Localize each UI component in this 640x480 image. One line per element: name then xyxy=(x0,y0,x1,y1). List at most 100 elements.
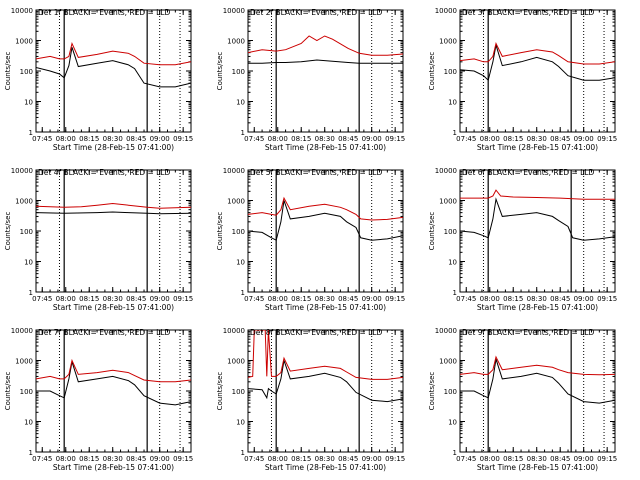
x-tick-label: 08:15 xyxy=(79,455,99,463)
panel-title: Det 3f BLACK = Events, RED = LLD xyxy=(462,8,595,17)
series-line-events xyxy=(36,211,191,215)
series-group xyxy=(36,202,191,215)
y-tick-label: 1 xyxy=(29,129,33,137)
y-tick-label: 1 xyxy=(453,289,457,297)
y-axis-label: Counts/sec xyxy=(4,212,12,251)
series-line-lld xyxy=(248,330,403,380)
panel-det-2: 1 10 100 1000 10000 07:45 08:00 08:15 08:30 08:45… xyxy=(216,7,405,152)
x-tick-label: 08:45 xyxy=(550,455,570,463)
panel-title: Det 6f BLACK = Events, RED = LLD xyxy=(462,168,595,177)
x-tick-label: 08:15 xyxy=(503,135,523,143)
y-tick-label: 100 xyxy=(232,228,245,236)
y-tick-label: 10000 xyxy=(223,327,245,335)
series-line-lld xyxy=(36,41,191,66)
y-tick-label: 1000 xyxy=(15,198,33,206)
x-tick-label: 09:15 xyxy=(385,135,405,143)
y-tick-label: 1 xyxy=(241,289,245,297)
y-axis-label: Counts/sec xyxy=(428,52,436,91)
x-tick-label: 07:45 xyxy=(244,295,264,303)
x-axis-label: Start Time (28-Feb-15 07:41:00) xyxy=(53,463,174,472)
x-tick-label: 09:00 xyxy=(362,135,382,143)
x-tick-label: 09:15 xyxy=(597,295,617,303)
series-line-events xyxy=(248,59,403,64)
panel-title: Det 5f BLACK = Events, RED = LLD xyxy=(250,168,383,177)
x-tick-label: 09:15 xyxy=(173,135,193,143)
x-tick-label: 09:15 xyxy=(173,455,193,463)
x-tick-label: 09:00 xyxy=(362,455,382,463)
y-tick-label: 10 xyxy=(236,419,245,427)
x-tick-label: 08:15 xyxy=(291,135,311,143)
x-tick-label: 08:30 xyxy=(315,295,335,303)
y-tick-label: 10000 xyxy=(435,167,457,175)
y-tick-label: 10000 xyxy=(223,167,245,175)
x-tick-label: 08:30 xyxy=(527,135,547,143)
y-tick-label: 10 xyxy=(448,99,457,107)
y-tick-label: 10000 xyxy=(11,167,33,175)
x-tick-label: 09:00 xyxy=(150,295,170,303)
y-tick-label: 100 xyxy=(20,68,33,76)
series-line-lld xyxy=(248,35,403,56)
y-tick-label: 100 xyxy=(444,228,457,236)
x-tick-label: 08:00 xyxy=(480,455,500,463)
panel-det-4: 1 10 100 1000 10000 07:45 08:00 08:15 08:30 08:45… xyxy=(4,167,193,312)
y-tick-label: 1000 xyxy=(227,38,245,46)
x-tick-label: 09:00 xyxy=(574,455,594,463)
x-tick-label: 08:15 xyxy=(79,295,99,303)
x-tick-label: 07:45 xyxy=(244,455,264,463)
x-tick-label: 08:45 xyxy=(338,135,358,143)
x-tick-label: 09:00 xyxy=(574,135,594,143)
y-tick-label: 1 xyxy=(241,129,245,137)
x-tick-label: 08:15 xyxy=(503,295,523,303)
y-tick-label: 1000 xyxy=(15,358,33,366)
series-line-lld xyxy=(460,355,615,376)
y-tick-label: 100 xyxy=(20,228,33,236)
y-tick-label: 10000 xyxy=(223,7,245,15)
x-tick-label: 08:30 xyxy=(527,295,547,303)
series-line-events xyxy=(460,197,615,241)
series-line-events xyxy=(460,45,615,82)
series-line-lld xyxy=(36,202,191,209)
x-tick-label: 08:30 xyxy=(315,455,335,463)
series-line-lld xyxy=(460,42,615,65)
x-tick-label: 08:15 xyxy=(79,135,99,143)
series-group xyxy=(248,196,403,241)
x-tick-label: 08:45 xyxy=(126,295,146,303)
y-tick-label: 10 xyxy=(236,99,245,107)
panel-title: Det 1f BLACK = Events, RED = LLD xyxy=(38,8,171,17)
y-tick-label: 1 xyxy=(29,289,33,297)
series-group xyxy=(460,42,615,82)
x-tick-label: 07:45 xyxy=(32,135,52,143)
y-tick-label: 10 xyxy=(448,259,457,267)
x-tick-label: 08:15 xyxy=(291,295,311,303)
x-tick-label: 08:00 xyxy=(56,455,76,463)
series-group xyxy=(248,35,403,64)
y-axis-label: Counts/sec xyxy=(216,212,224,251)
series-group xyxy=(460,189,615,241)
series-group xyxy=(36,358,191,406)
series-line-events xyxy=(36,47,191,88)
panel-det-1: 1 10 100 1000 10000 07:45 08:00 08:15 08:30 08:45… xyxy=(4,7,193,152)
x-tick-label: 07:45 xyxy=(456,135,476,143)
x-axis-label: Start Time (28-Feb-15 07:41:00) xyxy=(265,143,386,152)
y-axis-label: Counts/sec xyxy=(216,52,224,91)
x-tick-label: 08:15 xyxy=(503,455,523,463)
y-tick-label: 10 xyxy=(448,419,457,427)
panel-det-7: 1 10 100 1000 10000 07:45 08:00 08:15 08:30 08:45… xyxy=(4,327,193,472)
series-line-events xyxy=(248,360,403,403)
x-tick-label: 08:45 xyxy=(338,295,358,303)
y-axis-label: Counts/sec xyxy=(428,212,436,251)
x-tick-label: 09:15 xyxy=(385,455,405,463)
x-tick-label: 08:45 xyxy=(550,295,570,303)
panel-title: Det 4f BLACK = Events, RED = LLD xyxy=(38,168,171,177)
x-axis-label: Start Time (28-Feb-15 07:41:00) xyxy=(477,303,598,312)
x-tick-label: 09:00 xyxy=(574,295,594,303)
y-tick-label: 1000 xyxy=(227,198,245,206)
y-tick-label: 10000 xyxy=(435,327,457,335)
x-axis-label: Start Time (28-Feb-15 07:41:00) xyxy=(477,463,598,472)
x-tick-label: 08:00 xyxy=(268,295,288,303)
x-tick-label: 09:00 xyxy=(150,135,170,143)
y-tick-label: 10 xyxy=(24,259,33,267)
x-tick-label: 08:00 xyxy=(268,135,288,143)
x-tick-label: 09:15 xyxy=(597,455,617,463)
